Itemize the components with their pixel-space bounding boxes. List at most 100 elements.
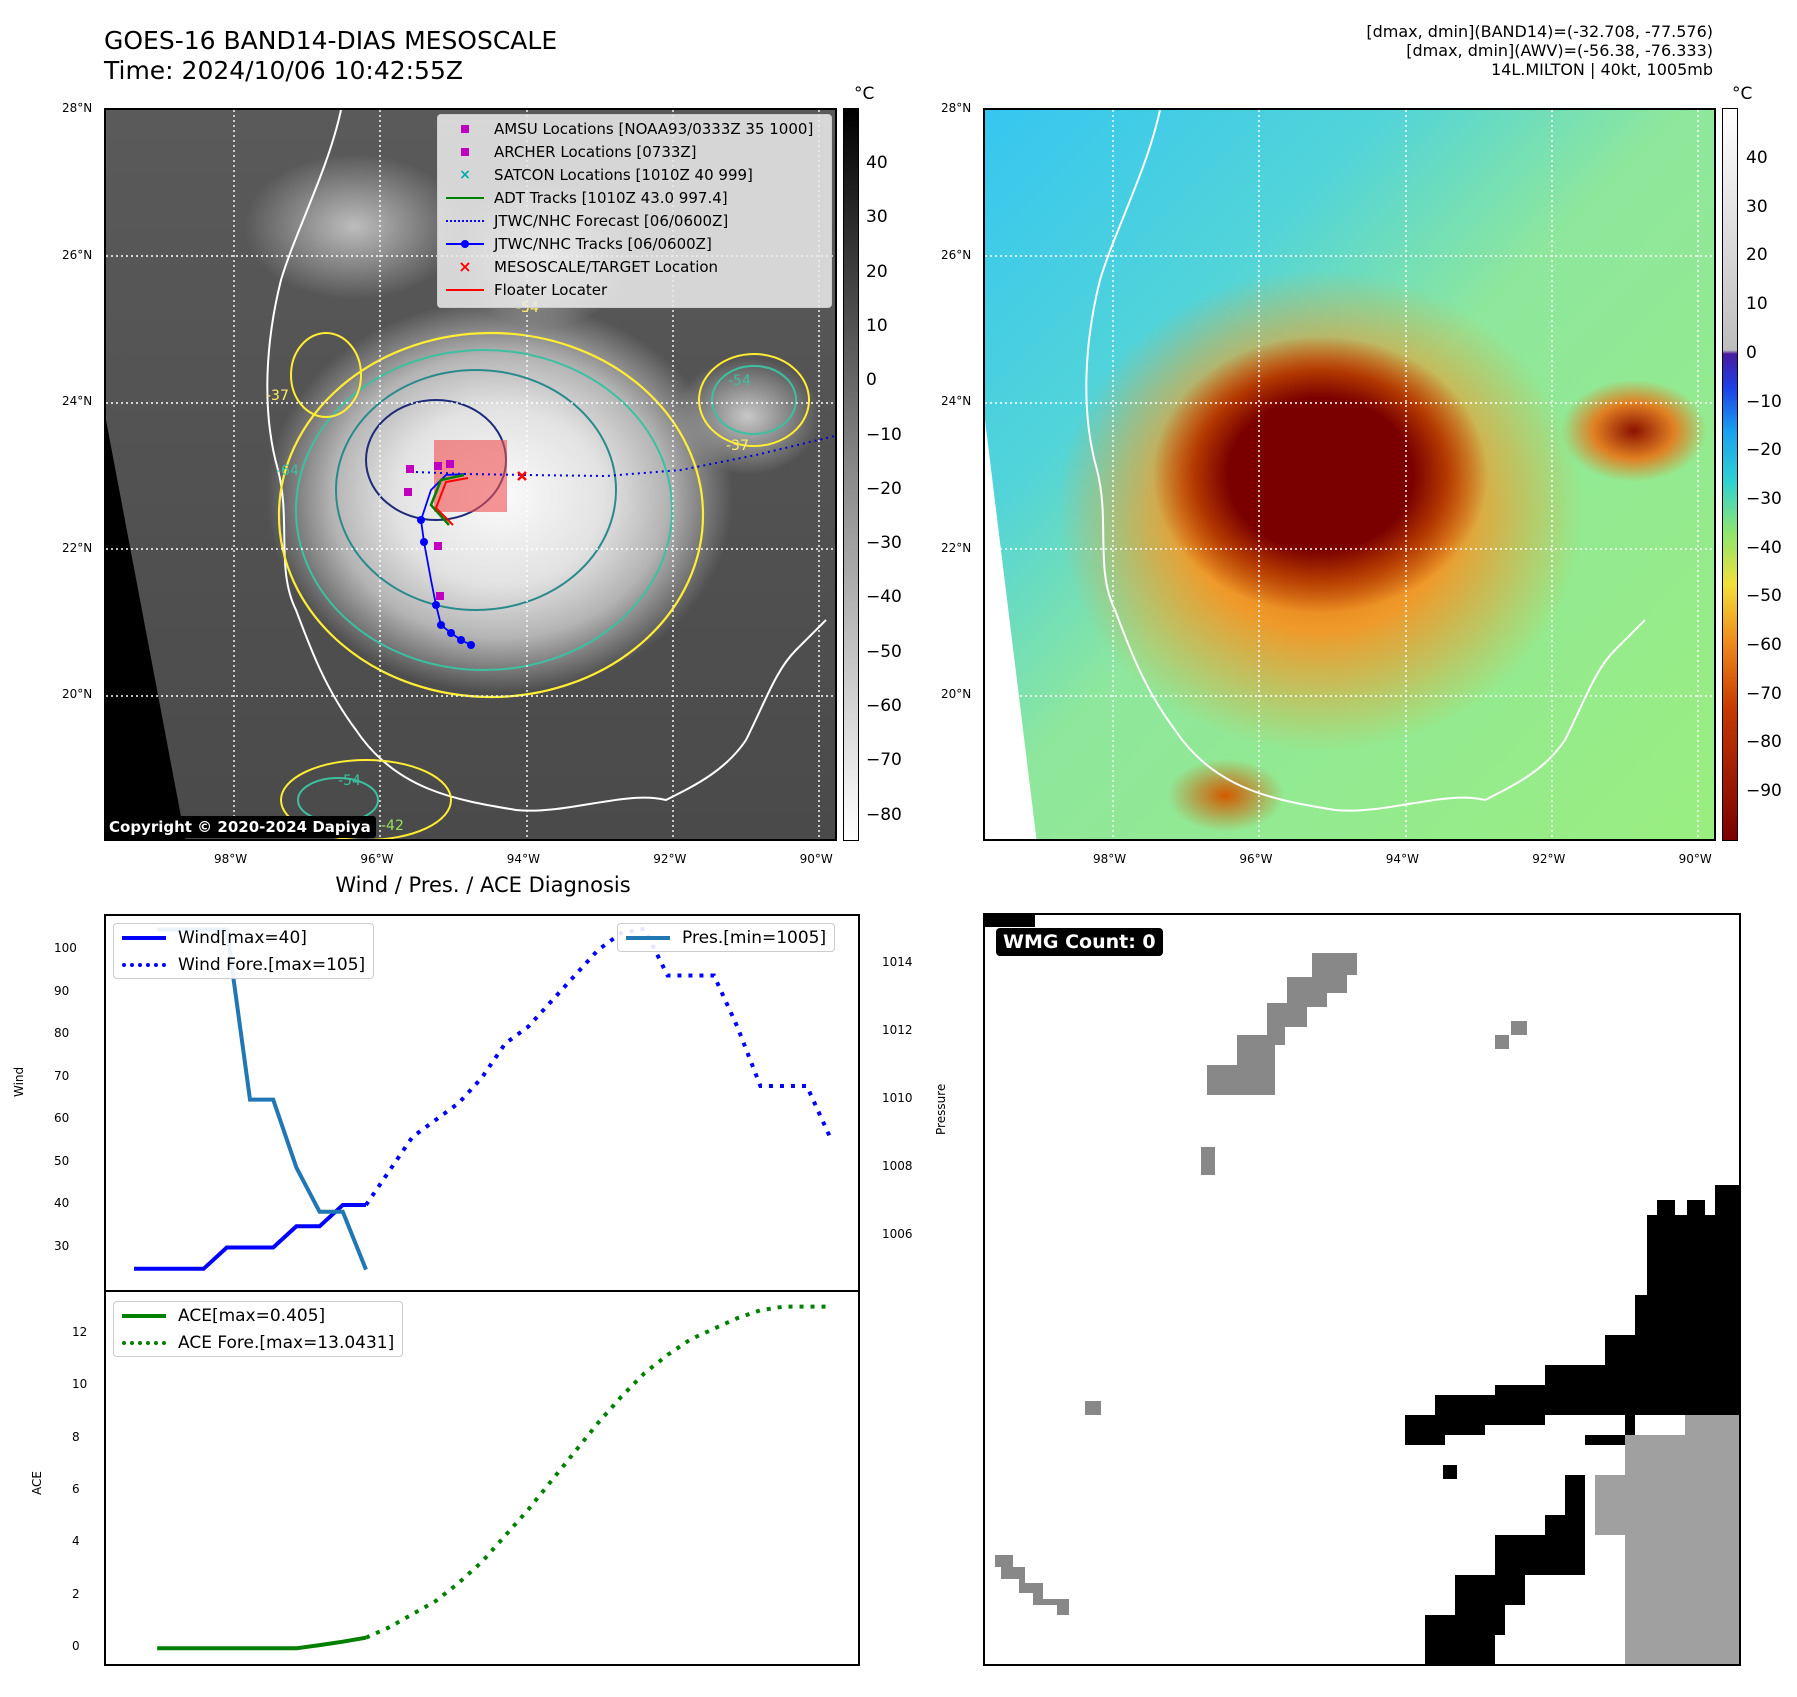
map-legend: AMSU Locations [NOAA93/0333Z 35 1000] AR… xyxy=(437,114,832,308)
enhanced-ir-map xyxy=(983,108,1716,841)
info-line-1: [dmax, dmin](BAND14)=(-32.708, -77.576) xyxy=(1366,22,1713,41)
color-colorbar-tick: −20 xyxy=(1746,440,1782,461)
wind-tick: 40 xyxy=(54,1196,70,1210)
contour-label: -37 xyxy=(726,438,749,454)
legend-item-forecast: JTWC/NHC Forecast [06/0600Z] xyxy=(446,210,728,232)
ir-colorbar xyxy=(843,108,859,841)
ace-tick: 8 xyxy=(72,1429,80,1444)
info-line-3: 14L.MILTON | 40kt, 1005mb xyxy=(1490,60,1713,79)
contour-label: -37 xyxy=(266,388,289,404)
title-line-2: Time: 2024/10/06 10:42:55Z xyxy=(104,56,463,85)
legend-item-satcon: × SATCON Locations [1010Z 40 999] xyxy=(459,166,753,184)
lat-label: 28°N xyxy=(62,101,93,115)
lat-label: 22°N xyxy=(62,540,93,555)
enhanced-colorbar xyxy=(1722,108,1738,841)
color-colorbar-tick: −90 xyxy=(1746,781,1782,802)
ir-colorbar-tick: −80 xyxy=(866,804,902,825)
pressure-tick: 1012 xyxy=(882,1022,913,1037)
wind-tick: 60 xyxy=(54,1111,70,1125)
pressure-legend: Pres.[min=1005] xyxy=(617,923,836,952)
color-colorbar-tick: −80 xyxy=(1746,732,1782,753)
legend-ace: ACE[max=0.405] xyxy=(114,1302,402,1329)
color-colorbar-tick: 30 xyxy=(1746,196,1768,217)
ace-svg xyxy=(157,1304,830,1651)
ir-colorbar-tick: 10 xyxy=(866,315,888,336)
color-colorbar-tick: 20 xyxy=(1746,245,1768,266)
ace-legend: ACE[max=0.405] ACE Fore.[max=13.0431] xyxy=(113,1301,404,1357)
lat-label: 26°N xyxy=(941,247,972,262)
ir-colorbar-tick: −60 xyxy=(866,696,902,716)
wmg-panel xyxy=(983,913,1741,1666)
lon-label: 96°W xyxy=(1239,852,1273,866)
legend-wind: Wind[max=40] xyxy=(114,924,373,951)
wind-tick: 90 xyxy=(54,983,70,998)
pressure-series-line xyxy=(157,927,368,1271)
ir-colorbar-tick: −30 xyxy=(866,533,902,554)
lon-label: 98°W xyxy=(1093,852,1127,866)
ace-plot: ACE[max=0.405] ACE Fore.[max=13.0431] xyxy=(104,1290,860,1666)
lon-label: 92°W xyxy=(653,852,687,866)
ir-colorbar-tick: −50 xyxy=(866,641,902,662)
color-colorbar-tick: 0 xyxy=(1746,342,1757,363)
color-colorbar-unit: °C xyxy=(1732,84,1753,104)
ace-series-line xyxy=(157,1635,367,1651)
wmg-mask xyxy=(985,915,1739,1664)
pressure-tick: 1010 xyxy=(882,1090,913,1105)
wind-tick: 50 xyxy=(54,1153,70,1168)
color-colorbar-tick: 40 xyxy=(1746,148,1768,168)
ir-colorbar-tick: −10 xyxy=(866,424,902,445)
wind-axis-label: Wind xyxy=(12,1066,26,1097)
title-line-1: GOES-16 BAND14-DIAS MESOSCALE xyxy=(104,26,558,55)
legend-item-floater: Floater Locater xyxy=(446,279,607,301)
lon-label: 90°W xyxy=(1678,852,1712,866)
lon-label: 90°W xyxy=(799,852,833,866)
ir-colorbar-unit: °C xyxy=(854,84,875,104)
legend-item-archer: ARCHER Locations [0733Z] xyxy=(446,141,697,163)
pressure-tick: 1006 xyxy=(882,1226,913,1241)
ace-axis-label: ACE xyxy=(30,1471,44,1495)
wind-series-line xyxy=(134,1203,366,1271)
wind-legend: Wind[max=40] Wind Fore.[max=105] xyxy=(113,923,375,979)
ir-colorbar-tick: −40 xyxy=(866,587,902,608)
wmg-count-badge: WMG Count: 0 xyxy=(996,928,1163,956)
ace-forecast-line xyxy=(365,1304,830,1640)
legend-ace-fore: ACE Fore.[max=13.0431] xyxy=(114,1329,402,1356)
color-map-overlay xyxy=(985,110,1714,839)
contour-label: -42 xyxy=(381,818,404,834)
color-colorbar-tick: −30 xyxy=(1746,488,1782,509)
ir-colorbar-tick: 0 xyxy=(866,370,877,391)
info-line-2: [dmax, dmin](AWV)=(-56.38, -76.333) xyxy=(1406,41,1713,60)
legend-pres: Pres.[min=1005] xyxy=(618,924,834,951)
diagnosis-title: Wind / Pres. / ACE Diagnosis xyxy=(335,873,631,897)
legend-wind-fore: Wind Fore.[max=105] xyxy=(114,951,373,978)
color-colorbar-tick: −50 xyxy=(1746,586,1782,607)
color-colorbar-tick: −10 xyxy=(1746,391,1782,412)
contour-label: -54 xyxy=(728,373,751,389)
ace-tick: 2 xyxy=(72,1586,80,1601)
lat-label: 24°N xyxy=(62,394,93,408)
lat-label: 28°N xyxy=(941,101,972,115)
ace-tick: 0 xyxy=(72,1639,80,1654)
color-colorbar-tick: −40 xyxy=(1746,537,1782,558)
legend-item-target: × MESOSCALE/TARGET Location xyxy=(458,257,719,276)
wind-forecast-line xyxy=(364,926,832,1207)
lat-label: 22°N xyxy=(941,540,972,555)
figure-title: GOES-16 BAND14-DIAS MESOSCALE Time: 2024… xyxy=(104,26,557,86)
ace-tick: 12 xyxy=(72,1324,88,1339)
lon-label: 98°W xyxy=(214,852,248,866)
copyright-label: Copyright © 2020-2024 Dapiya xyxy=(104,816,376,838)
storm-info: [dmax, dmin](BAND14)=(-32.708, -77.576) … xyxy=(1366,22,1713,79)
pressure-tick: 1008 xyxy=(882,1158,913,1173)
lat-label: 20°N xyxy=(941,687,972,701)
legend-item-adt: ADT Tracks [1010Z 43.0 997.4] xyxy=(446,187,728,209)
lon-label: 94°W xyxy=(1385,852,1419,866)
lon-label: 96°W xyxy=(360,852,394,866)
ir-colorbar-tick: −20 xyxy=(866,478,902,499)
ir-colorbar-tick: −70 xyxy=(866,750,902,771)
ace-tick: 6 xyxy=(72,1482,80,1497)
lat-label: 20°N xyxy=(62,687,93,701)
lon-label: 94°W xyxy=(506,852,540,866)
legend-item-amsu: AMSU Locations [NOAA93/0333Z 35 1000] xyxy=(446,118,813,140)
lat-label: 24°N xyxy=(941,394,972,408)
wind-tick: 70 xyxy=(54,1068,70,1083)
